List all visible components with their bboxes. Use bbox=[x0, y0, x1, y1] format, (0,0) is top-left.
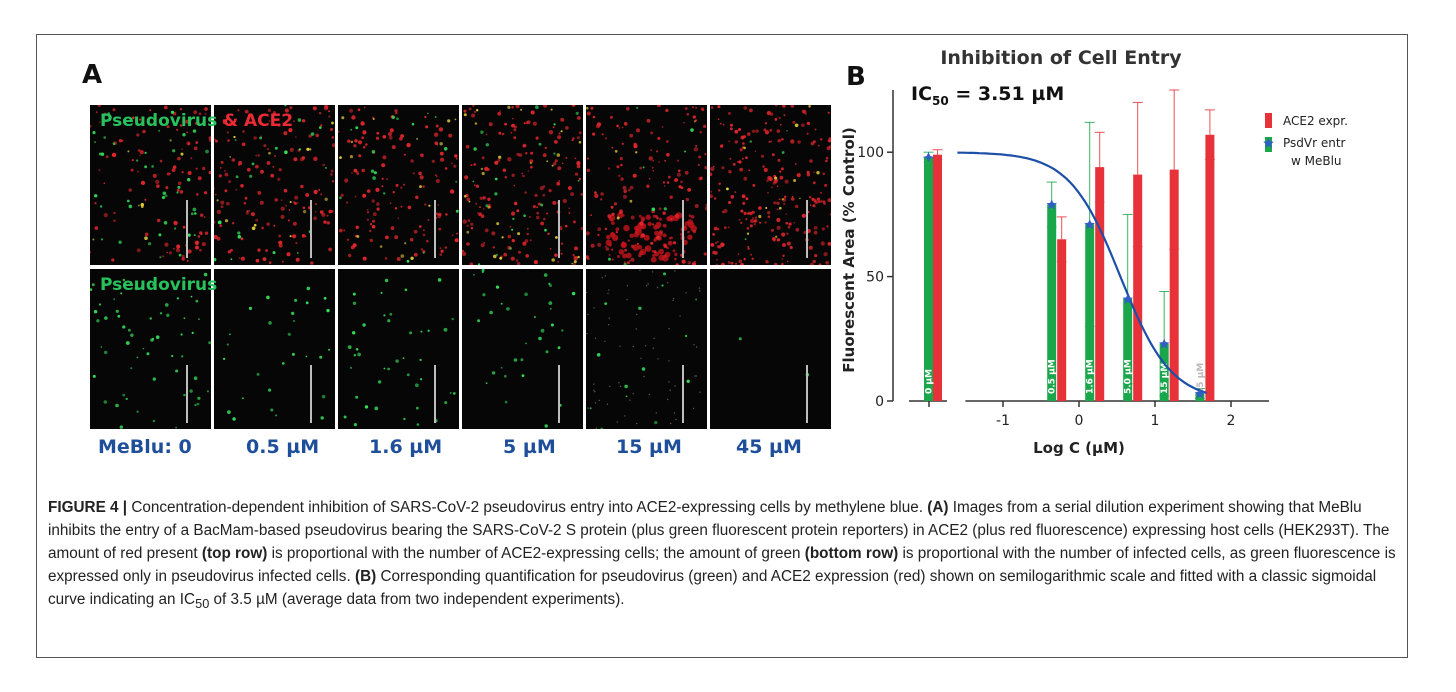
data-point-4 bbox=[1194, 388, 1206, 399]
data-point-control bbox=[922, 152, 935, 163]
data-point-2 bbox=[1122, 293, 1133, 304]
micrograph-top-15 bbox=[586, 105, 707, 265]
scale-bar bbox=[434, 200, 436, 258]
micrograph-top-0.5 bbox=[214, 105, 335, 265]
bar-label-4: 45 µM bbox=[1196, 363, 1206, 394]
bar-green-4 bbox=[1195, 393, 1205, 401]
figure-frame bbox=[36, 34, 1408, 658]
scale-bar bbox=[806, 365, 808, 423]
conc-label-1.6: 1.6 µM bbox=[369, 436, 443, 458]
scale-bar bbox=[682, 200, 684, 258]
bar-green-control bbox=[924, 157, 933, 401]
conc-label-0: MeBlu: 0 bbox=[98, 436, 192, 458]
micrograph-bottom-1.6 bbox=[338, 269, 459, 429]
micrograph-top-0 bbox=[90, 105, 211, 265]
data-point-3 bbox=[1158, 338, 1170, 349]
bar-label-0: 0.5 µM bbox=[1048, 359, 1058, 394]
legend-marker-psdvr bbox=[1263, 138, 1274, 148]
legend-label-psdvr-line2: w MeBlu bbox=[1291, 154, 1342, 168]
top-row-label-green: Pseudovirus bbox=[100, 111, 218, 131]
caption-text-3: is proportional with the number of ACE2-… bbox=[267, 545, 805, 562]
caption-text-6: of 3.5 µM (average data from two indepen… bbox=[209, 591, 625, 608]
scale-bar bbox=[310, 200, 312, 258]
micrograph-bottom-5 bbox=[462, 269, 583, 429]
bar-label-2: 5.0 µM bbox=[1124, 359, 1134, 394]
bar-green-0 bbox=[1047, 204, 1057, 401]
caption-text-1: Concentration-dependent inhibition of SA… bbox=[127, 499, 928, 516]
caption-text-5: Corresponding quantification for pseudov… bbox=[48, 568, 1377, 608]
panel-b-letter: B bbox=[846, 62, 866, 92]
micrograph-bottom-15 bbox=[586, 269, 707, 429]
caption-top-row: (top row) bbox=[201, 545, 268, 562]
conc-label-45: 45 µM bbox=[736, 436, 802, 458]
bar-label-1: 1.6 µM bbox=[1086, 359, 1096, 394]
sigmoid-fit-curve bbox=[957, 151, 1208, 394]
top-row-label: Pseudovirus & ACE2 bbox=[100, 111, 293, 131]
micrograph-grid: Pseudovirus & ACE2 Pseudovirus bbox=[90, 105, 831, 430]
bar-label-control: 0 µM bbox=[925, 369, 935, 394]
ic50-annotation: IC50 = 3.51 µM bbox=[911, 83, 1064, 108]
x-tick-label: 2 bbox=[1227, 413, 1236, 429]
bar-green-1 bbox=[1085, 224, 1095, 401]
scale-bar bbox=[310, 365, 312, 423]
legend-label-ace2: ACE2 expr. bbox=[1283, 114, 1348, 128]
y-axis-label: Fluorescent Area (% Control) bbox=[840, 127, 858, 373]
y-tick-label: 50 bbox=[866, 270, 884, 286]
scale-bar bbox=[434, 365, 436, 423]
bar-green-3 bbox=[1159, 343, 1169, 401]
micrograph-bottom-45 bbox=[710, 269, 831, 429]
caption-bottom-row: (bottom row) bbox=[804, 545, 899, 562]
micrograph-top-45 bbox=[710, 105, 831, 265]
legend-swatch-ace2 bbox=[1265, 113, 1272, 128]
scale-bar bbox=[186, 200, 188, 258]
chart-title: Inhibition of Cell Entry bbox=[940, 47, 1182, 69]
scale-bar bbox=[558, 200, 560, 258]
caption-figure-label: FIGURE 4 | bbox=[48, 499, 128, 516]
legend-label-psdvr-line1: PsdVr entr bbox=[1283, 136, 1346, 150]
bar-red-control bbox=[933, 154, 942, 401]
x-axis-label: Log C (µM) bbox=[1033, 439, 1125, 457]
caption-a-label: (A) bbox=[927, 499, 949, 516]
micrograph-top-5 bbox=[462, 105, 583, 265]
x-tick-label: 0 bbox=[1075, 413, 1084, 429]
bar-green-2 bbox=[1123, 298, 1133, 401]
top-row-label-red: & ACE2 bbox=[217, 111, 294, 131]
scale-bar bbox=[806, 200, 808, 258]
ic50-chart: Inhibition of Cell Entry IC50 = 3.51 µM 0 5… bbox=[840, 47, 1348, 457]
micrograph-top-1.6 bbox=[338, 105, 459, 265]
caption-ic-sub: 50 bbox=[195, 596, 210, 612]
bar-red-3 bbox=[1169, 169, 1179, 401]
x-tick-label: 1 bbox=[1151, 413, 1160, 429]
scale-bar bbox=[186, 365, 188, 423]
conc-label-0.5: 0.5 µM bbox=[246, 436, 320, 458]
x-tick-label: -1 bbox=[996, 413, 1010, 429]
bottom-row-label: Pseudovirus bbox=[100, 275, 218, 295]
y-tick-label: 100 bbox=[857, 145, 884, 161]
scale-bar bbox=[558, 365, 560, 423]
bar-red-2 bbox=[1133, 174, 1143, 401]
y-tick-label: 0 bbox=[875, 394, 884, 410]
bar-red-0 bbox=[1057, 239, 1067, 401]
scale-bar bbox=[682, 365, 684, 423]
figure-caption: FIGURE 4 | Concentration-dependent inhib… bbox=[48, 496, 1398, 615]
data-point-1 bbox=[1084, 219, 1095, 230]
bar-red-1 bbox=[1095, 167, 1105, 401]
panel-a-letter: A bbox=[82, 60, 103, 90]
conc-label-5: 5 µM bbox=[503, 436, 556, 458]
bar-label-3: 15 µM bbox=[1160, 363, 1170, 394]
micrograph-bottom-0 bbox=[90, 269, 211, 429]
bar-red-4 bbox=[1205, 134, 1215, 401]
conc-label-15: 15 µM bbox=[616, 436, 682, 458]
caption-text-4: is proportional with the number of infec… bbox=[48, 545, 1396, 585]
micrograph-bottom-0.5 bbox=[214, 269, 335, 429]
caption-text-2: Images from a serial dilution experiment… bbox=[48, 499, 1390, 562]
data-point-0 bbox=[1046, 199, 1057, 210]
caption-b-label: (B) bbox=[354, 568, 377, 585]
